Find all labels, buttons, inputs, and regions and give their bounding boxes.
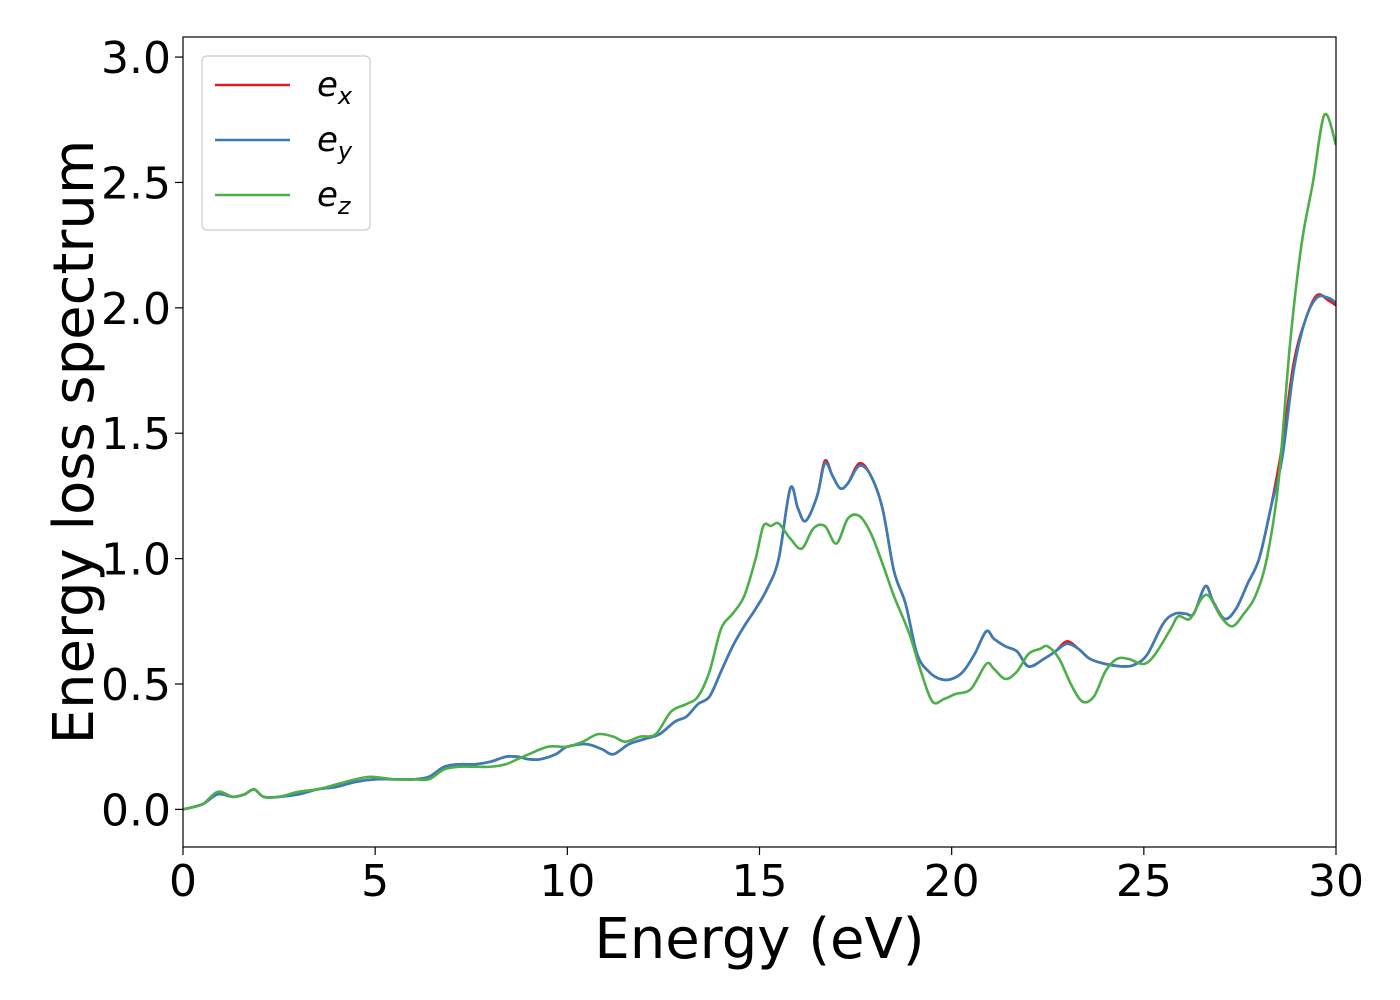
x-tick-label: 25 <box>1116 856 1172 907</box>
x-tick-label: 5 <box>361 856 389 907</box>
x-tick-label: 20 <box>924 856 980 907</box>
y-axis-label: Energy loss spectrum <box>42 140 107 745</box>
y-tick-label: 2.0 <box>101 284 171 335</box>
legend-box <box>201 55 371 231</box>
plot-area <box>183 112 1336 811</box>
series-line-ez <box>183 112 1336 811</box>
y-tick-label: 0.0 <box>101 785 171 836</box>
x-axis: 0 5 10 15 20 25 30 <box>169 847 1364 907</box>
series-line-ey <box>183 294 1336 811</box>
x-tick-label: 0 <box>169 856 197 907</box>
x-axis-label: Energy (eV) <box>594 907 924 972</box>
y-axis: 0.0 0.5 1.0 1.5 2.0 2.5 3.0 <box>101 33 183 836</box>
y-tick-label: 1.5 <box>101 409 171 460</box>
x-tick-label: 10 <box>539 856 595 907</box>
y-tick-label: 1.0 <box>101 535 171 586</box>
y-tick-label: 2.5 <box>101 158 171 209</box>
x-tick-label: 30 <box>1308 856 1364 907</box>
x-tick-label: 15 <box>732 856 788 907</box>
y-tick-label: 0.5 <box>101 660 171 711</box>
y-tick-label: 3.0 <box>101 33 171 84</box>
